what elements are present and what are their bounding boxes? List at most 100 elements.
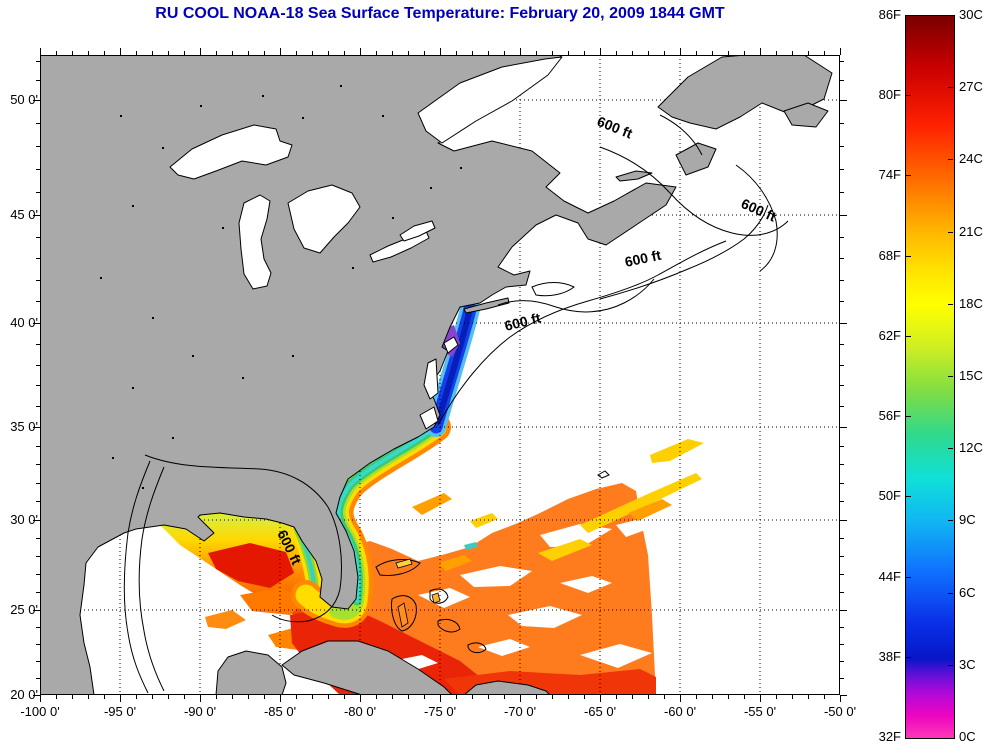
- x-axis-tick: [408, 695, 409, 699]
- y-axis-tick: [36, 661, 40, 662]
- colorbar-f-tick: [906, 576, 911, 578]
- y-axis-tick: [36, 501, 40, 503]
- y-axis-tick-right: [840, 627, 844, 628]
- page-title: RU COOL NOAA-18 Sea Surface Temperature:…: [155, 5, 725, 22]
- y-axis-tick-right: [840, 644, 844, 645]
- colorbar-f-label: 32F: [878, 729, 901, 744]
- x-axis-tick-top: [216, 51, 217, 55]
- y-axis-tick-right: [840, 100, 847, 101]
- y-axis-tick-right: [840, 501, 844, 503]
- x-axis-tick: [520, 695, 521, 702]
- y-axis-tick-right: [840, 301, 844, 303]
- x-axis-tick-top: [792, 51, 793, 55]
- y-axis-tick-right: [840, 258, 844, 260]
- y-axis-tick-right: [840, 520, 847, 521]
- x-axis-tick: [328, 695, 329, 699]
- y-axis-tick-right: [840, 538, 844, 539]
- y-axis-tick-right: [840, 556, 844, 557]
- x-tick-label: -50 0': [823, 704, 857, 719]
- cape-breton: [675, 142, 717, 176]
- y-axis-tick-right: [840, 678, 844, 679]
- lake-huron: [287, 184, 361, 254]
- x-tick-label: -65 0': [583, 704, 617, 719]
- y-axis-tick: [36, 464, 40, 466]
- x-axis-tick: [168, 695, 169, 699]
- x-axis-tick: [200, 695, 201, 702]
- x-axis-tick-top: [296, 51, 297, 55]
- y-axis-tick-right: [840, 343, 844, 345]
- colorbar-f-tick: [906, 335, 911, 337]
- y-axis-tick-right: [840, 169, 844, 170]
- y-axis-tick-right: [840, 80, 844, 82]
- y-axis-tick: [33, 695, 40, 696]
- x-tick-label: -60 0': [663, 704, 697, 719]
- lakes-layer: [169, 56, 563, 430]
- colorbar-c-label: 30C: [959, 7, 983, 22]
- colorbar-c-tick: [948, 87, 953, 89]
- colorbar-f-label: 80F: [878, 87, 901, 103]
- y-axis-tick: [36, 385, 40, 387]
- colorbar-f-label: 44F: [878, 568, 901, 584]
- colorbar-c-label: 27C: [959, 79, 983, 95]
- land-layer: [39, 54, 833, 696]
- x-axis-tick-top: [504, 51, 505, 55]
- x-axis-tick: [360, 695, 361, 702]
- x-axis-tick-top: [424, 51, 425, 55]
- bathymetry-contours: [123, 114, 789, 694]
- colorbar-c-label: 9C: [959, 512, 976, 528]
- x-axis-tick: [728, 695, 729, 699]
- x-tick-label: -95 0': [103, 704, 137, 719]
- y-tick-label: 20 0': [10, 687, 38, 702]
- x-axis-tick-top: [360, 48, 361, 55]
- chesapeake-bay: [423, 358, 439, 400]
- y-axis-tick: [33, 427, 40, 428]
- x-axis-tick-top: [536, 51, 537, 55]
- colorbar-f-tick: [906, 255, 911, 257]
- y-axis-tick-right: [840, 385, 844, 387]
- x-axis-tick-top: [328, 51, 329, 55]
- y-axis-tick-right: [840, 364, 844, 366]
- x-axis-tick: [152, 695, 153, 699]
- delaware-bay: [443, 336, 459, 354]
- x-axis-tick-top: [408, 51, 409, 55]
- gulf-red-core: [208, 543, 294, 588]
- x-axis-tick: [376, 695, 377, 699]
- x-axis-tick-top: [552, 51, 553, 55]
- colorbar-f-tick: [906, 95, 911, 97]
- x-axis-tick: [344, 695, 345, 699]
- colorbar-c-label: 24C: [959, 151, 983, 167]
- x-axis-tick-top: [72, 51, 73, 55]
- y-tick-label: 30 0': [10, 512, 38, 527]
- x-axis-tick-top: [728, 51, 729, 55]
- lake-ontario: [399, 220, 436, 242]
- x-axis-tick-top: [152, 51, 153, 55]
- x-axis-tick-top: [824, 51, 825, 55]
- x-axis-tick: [568, 695, 569, 699]
- x-axis-tick: [72, 695, 73, 699]
- x-axis-tick: [120, 695, 121, 702]
- map-svg: 600 ft 600 ft 600 ft 600 ft 600 ft: [39, 54, 840, 696]
- x-axis-tick: [488, 695, 489, 699]
- yucatan: [215, 650, 287, 696]
- x-axis-tick-top: [600, 48, 601, 55]
- x-axis-tick-top: [392, 51, 393, 55]
- x-axis-tick: [696, 695, 697, 699]
- contour-label-scotian-shelf: 600 ft: [623, 247, 662, 270]
- lake-michigan: [238, 194, 272, 290]
- long-island: [463, 297, 510, 314]
- x-axis-tick: [776, 695, 777, 699]
- y-axis-tick: [36, 574, 40, 575]
- x-axis-tick-top: [744, 51, 745, 55]
- colorbar-f-label: 38F: [878, 648, 901, 664]
- x-axis-tick-top: [376, 51, 377, 55]
- y-axis-tick: [36, 445, 40, 447]
- x-axis-tick: [792, 695, 793, 699]
- y-axis-tick-right: [840, 592, 844, 593]
- colorbar-c-tick: [948, 303, 953, 305]
- x-axis-tick-top: [264, 51, 265, 55]
- y-axis-tick-right: [840, 60, 844, 62]
- x-axis-tick-top: [840, 48, 841, 55]
- x-axis-tick-top: [568, 51, 569, 55]
- x-axis-tick-top: [136, 51, 137, 55]
